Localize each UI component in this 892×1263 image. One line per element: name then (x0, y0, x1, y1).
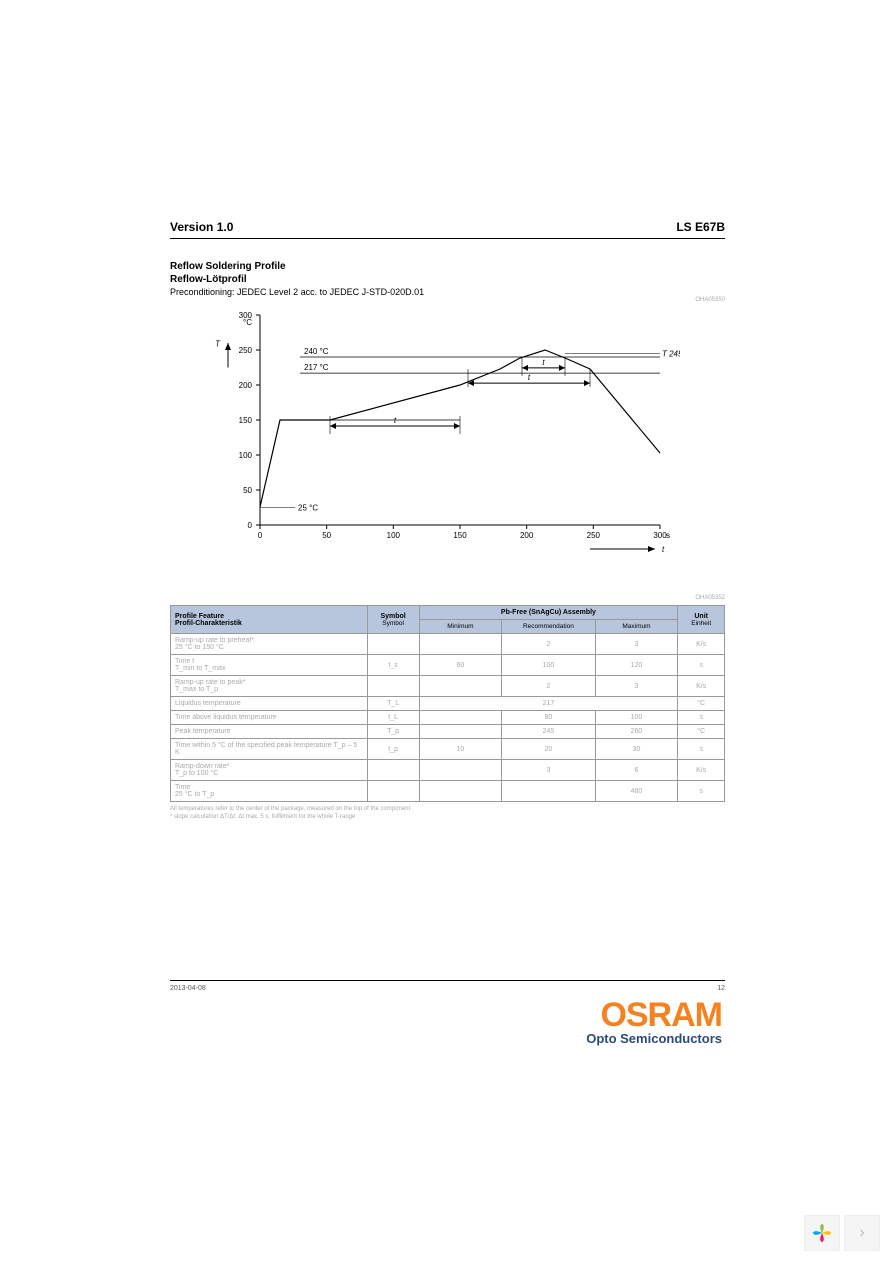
version-label: Version 1.0 (170, 220, 233, 234)
svg-text:240 °C: 240 °C (304, 347, 329, 356)
table-row: Ramp-up rate to peak* T_max to T_p23K/s (171, 676, 725, 697)
svg-text:217 °C: 217 °C (304, 363, 329, 372)
table-row: Peak temperatureT_p245260°C (171, 725, 725, 739)
svg-text:200: 200 (520, 531, 534, 540)
svg-text:100: 100 (387, 531, 401, 540)
svg-text:t: t (662, 545, 665, 554)
table-row: Ramp-down rate* T_p to 100 °C36K/s (171, 760, 725, 781)
profile-table-wrap: OHA05352 Profile Feature Profil-Charakte… (170, 605, 725, 822)
doc-header: Version 1.0 LS E67B (170, 220, 725, 239)
th-min: Minimum (419, 620, 502, 634)
footer-page: 12 (717, 985, 725, 992)
footer-date: 2013-04-08 (170, 985, 206, 992)
svg-text:100: 100 (239, 451, 253, 460)
svg-text:t: t (528, 373, 531, 382)
page-content: Version 1.0 LS E67B Reflow Soldering Pro… (170, 220, 725, 822)
section-title-de: Reflow-Lötprofil (170, 274, 725, 285)
svg-text:T 245 °C: T 245 °C (662, 350, 680, 359)
svg-text:0: 0 (258, 531, 263, 540)
reflow-profile-svg: 050100150200250300050100150200250300°Cst… (210, 305, 680, 565)
nav-widget: › (804, 1215, 880, 1251)
osram-logo: OSRAM Opto Semiconductors (586, 1000, 722, 1046)
svg-text:t: t (542, 358, 545, 367)
page-footer: 2013-04-08 12 (170, 980, 725, 992)
th-symbol: Symbol Symbol (367, 606, 419, 634)
table-row: Ramp-up rate to preheat* 25 °C to 150 °C… (171, 634, 725, 655)
svg-text:150: 150 (239, 416, 253, 425)
home-icon[interactable] (804, 1215, 840, 1251)
table-figure-id: OHA05352 (695, 595, 725, 601)
reflow-chart: OHA05350 0501001502002503000501001502002… (210, 305, 725, 585)
th-unit: Unit Einheit (678, 606, 725, 634)
svg-text:°C: °C (243, 318, 252, 327)
chart-figure-id: OHA05350 (695, 297, 725, 303)
svg-text:0: 0 (248, 521, 253, 530)
preconditioning: Preconditioning: JEDEC Level 2 acc. to J… (170, 287, 725, 297)
chevron-right-icon: › (859, 1224, 864, 1242)
table-footnotes: All temperatures refer to the center of … (170, 806, 725, 822)
logo-main: OSRAM (586, 1000, 722, 1031)
th-feature: Profile Feature Profil-Charakteristik (171, 606, 368, 634)
table-row: Time 25 °C to T_p480s (171, 781, 725, 802)
svg-text:s: s (666, 531, 670, 540)
th-rec: Recommendation (502, 620, 595, 634)
svg-text:150: 150 (453, 531, 467, 540)
svg-text:250: 250 (239, 346, 253, 355)
table-row: Time above liquidus temperaturet_L80100s (171, 711, 725, 725)
section-title-en: Reflow Soldering Profile (170, 261, 725, 272)
svg-text:t: t (394, 416, 397, 425)
next-button[interactable]: › (844, 1215, 880, 1251)
th-max: Maximum (595, 620, 678, 634)
svg-text:T: T (215, 340, 221, 349)
part-number: LS E67B (676, 220, 725, 234)
th-assembly: Pb-Free (SnAgCu) Assembly (419, 606, 678, 620)
table-row: Liquidus temperatureT_L217°C (171, 697, 725, 711)
table-body: Ramp-up rate to preheat* 25 °C to 150 °C… (171, 634, 725, 802)
profile-table: Profile Feature Profil-Charakteristik Sy… (170, 605, 725, 802)
table-row: Time within 5 °C of the specified peak t… (171, 739, 725, 760)
svg-text:50: 50 (322, 531, 331, 540)
svg-text:200: 200 (239, 381, 253, 390)
svg-text:50: 50 (243, 486, 252, 495)
svg-text:250: 250 (587, 531, 601, 540)
svg-text:25 °C: 25 °C (298, 504, 318, 513)
table-row: Time t T_min to T_maxt_s60100120s (171, 655, 725, 676)
logo-sub: Opto Semiconductors (586, 1031, 722, 1046)
